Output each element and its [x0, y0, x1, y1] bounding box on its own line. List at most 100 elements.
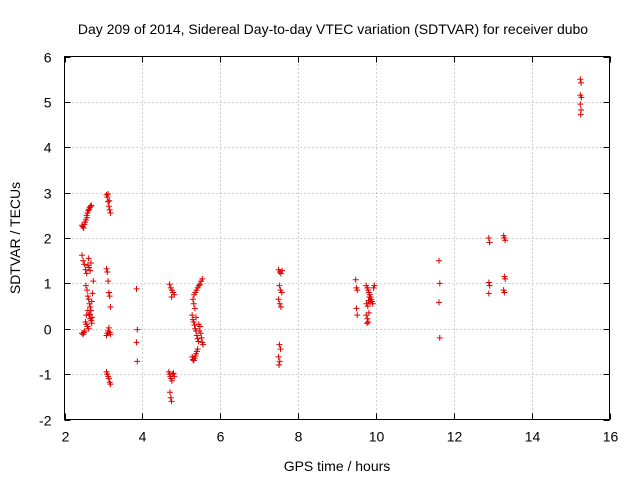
data-point: [486, 239, 493, 246]
x-tick-label: 10: [369, 429, 385, 445]
data-point: [106, 293, 113, 300]
data-point: [84, 214, 91, 221]
data-point: [278, 289, 285, 296]
data-point: [166, 389, 173, 396]
data-point: [105, 375, 112, 382]
data-point: [369, 300, 376, 307]
data-point: [193, 314, 200, 321]
data-point: [80, 329, 87, 336]
y-tick-label: -2: [39, 413, 52, 429]
data-point: [190, 318, 197, 325]
data-point: [81, 261, 88, 268]
data-point: [87, 307, 94, 314]
data-point: [133, 339, 140, 346]
data-point: [194, 346, 201, 353]
data-point: [105, 190, 112, 197]
data-point: [90, 278, 97, 285]
y-tick-label: 6: [44, 50, 52, 66]
data-point: [577, 101, 584, 108]
data-point: [82, 282, 89, 289]
data-point: [167, 394, 174, 401]
data-point: [191, 305, 198, 312]
data-point: [502, 237, 509, 244]
data-point: [363, 320, 370, 327]
data-point: [87, 259, 94, 266]
data-point: [365, 309, 372, 316]
grid-lines: [64, 56, 610, 420]
x-tick-label: 16: [603, 429, 619, 445]
data-point: [82, 318, 89, 325]
y-tick-label: 4: [44, 140, 52, 156]
data-points: [79, 76, 585, 405]
data-point: [275, 362, 282, 369]
data-point: [195, 282, 202, 289]
data-point: [133, 285, 140, 292]
data-point: [81, 328, 88, 335]
y-tick-label: 0: [44, 322, 52, 338]
data-point: [107, 303, 114, 310]
y-tick-label: 3: [44, 186, 52, 202]
data-point: [501, 289, 508, 296]
data-point: [79, 252, 86, 259]
data-point: [367, 299, 374, 306]
data-point: [275, 353, 282, 360]
data-point: [87, 203, 94, 210]
data-point: [168, 398, 175, 405]
data-point: [84, 293, 91, 300]
data-point: [83, 312, 90, 319]
data-point: [199, 275, 206, 282]
data-point: [436, 280, 443, 287]
data-point: [485, 235, 492, 241]
data-point: [105, 203, 112, 210]
data-point: [88, 298, 95, 305]
data-point: [189, 296, 196, 303]
data-point: [191, 322, 198, 329]
data-point: [89, 314, 96, 321]
data-point: [275, 296, 282, 303]
data-point: [354, 287, 361, 294]
data-point: [200, 341, 207, 348]
data-point: [279, 267, 286, 274]
data-point: [353, 305, 360, 312]
data-point: [436, 334, 443, 341]
data-point: [502, 275, 509, 282]
data-point: [485, 279, 492, 286]
data-point: [105, 324, 112, 331]
data-point: [85, 296, 92, 303]
data-point: [486, 282, 493, 289]
data-point: [134, 358, 141, 365]
data-point: [171, 373, 178, 380]
x-tick-label: 12: [447, 429, 463, 445]
data-point: [276, 358, 283, 365]
data-point: [80, 225, 87, 232]
data-point: [193, 332, 200, 339]
data-point: [168, 293, 175, 300]
data-point: [364, 303, 371, 310]
data-point: [577, 76, 584, 83]
data-point: [435, 257, 442, 264]
chart-title: Day 209 of 2014, Sidereal Day-to-day VTE…: [78, 21, 588, 37]
y-tick-labels: -2 -1 0 1 2 3 4 5 6: [39, 50, 52, 429]
data-point: [277, 303, 284, 310]
data-point: [106, 197, 113, 204]
data-point: [80, 257, 87, 264]
data-point: [89, 290, 96, 297]
data-point: [107, 381, 114, 388]
data-point: [107, 331, 114, 338]
data-point: [104, 194, 111, 201]
data-point: [107, 210, 114, 217]
data-point: [105, 289, 112, 296]
data-point: [276, 341, 283, 348]
data-point: [195, 338, 202, 345]
data-point: [106, 206, 113, 213]
x-tick-label: 6: [217, 429, 225, 445]
data-point: [277, 270, 284, 277]
data-point: [82, 266, 89, 273]
data-point: [166, 281, 173, 288]
data-point: [435, 299, 442, 306]
data-point: [276, 300, 283, 307]
data-point: [197, 330, 204, 337]
data-point: [105, 278, 112, 285]
data-point: [87, 267, 94, 274]
data-point: [85, 325, 92, 332]
